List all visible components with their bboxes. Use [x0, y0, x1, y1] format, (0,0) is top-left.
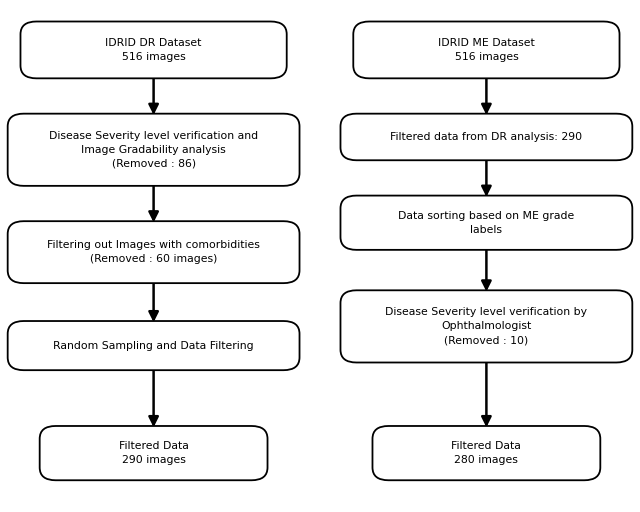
Text: Random Sampling and Data Filtering: Random Sampling and Data Filtering [53, 340, 254, 351]
FancyBboxPatch shape [40, 426, 268, 480]
Text: IDRID DR Dataset
516 images: IDRID DR Dataset 516 images [106, 38, 202, 62]
FancyBboxPatch shape [8, 321, 300, 370]
FancyBboxPatch shape [20, 22, 287, 78]
Text: Disease Severity level verification by
Ophthalmologist
(Removed : 10): Disease Severity level verification by O… [385, 307, 588, 346]
FancyBboxPatch shape [372, 426, 600, 480]
Text: Filtered Data
290 images: Filtered Data 290 images [118, 441, 189, 465]
FancyBboxPatch shape [8, 114, 300, 186]
Text: Filtering out Images with comorbidities
(Removed : 60 images): Filtering out Images with comorbidities … [47, 240, 260, 264]
FancyBboxPatch shape [340, 196, 632, 250]
FancyBboxPatch shape [340, 114, 632, 160]
FancyBboxPatch shape [340, 290, 632, 362]
Text: Filtered Data
280 images: Filtered Data 280 images [451, 441, 522, 465]
FancyBboxPatch shape [353, 22, 620, 78]
FancyBboxPatch shape [8, 221, 300, 283]
Text: Filtered data from DR analysis: 290: Filtered data from DR analysis: 290 [390, 132, 582, 142]
Text: Data sorting based on ME grade
labels: Data sorting based on ME grade labels [398, 211, 575, 234]
Text: IDRID ME Dataset
516 images: IDRID ME Dataset 516 images [438, 38, 535, 62]
Text: Disease Severity level verification and
Image Gradability analysis
(Removed : 86: Disease Severity level verification and … [49, 131, 258, 169]
